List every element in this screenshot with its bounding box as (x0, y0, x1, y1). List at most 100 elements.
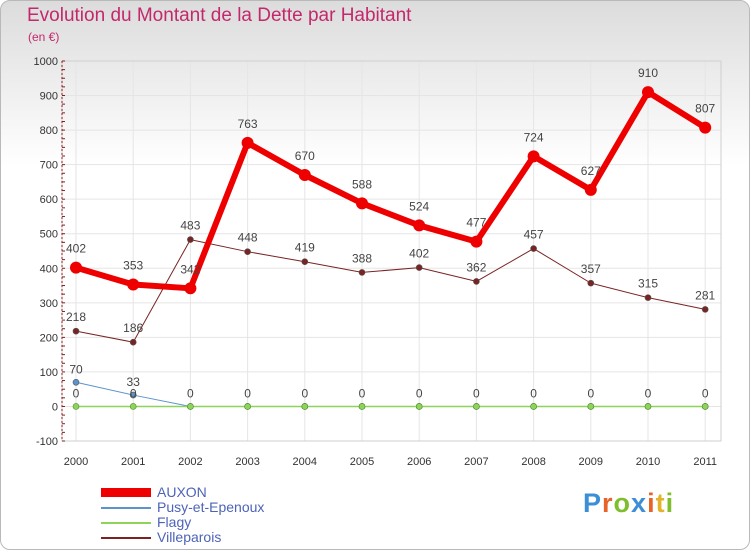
series-point-villeparois-2010 (644, 294, 652, 301)
data-label-flagy-2011: 0 (702, 386, 709, 400)
x-tick-label-2011: 2011 (693, 456, 717, 468)
series-point-auxon-2011 (699, 121, 712, 134)
data-label-flagy-2004: 0 (301, 386, 308, 400)
data-label-villeparois-2008: 457 (524, 228, 544, 242)
logo-letter: o (613, 488, 632, 518)
y-tick-label-200: 200 (40, 332, 58, 344)
y-tick-label-500: 500 (40, 229, 58, 241)
series-point-pusy-et-epenoux-2001 (129, 391, 137, 399)
series-point-flagy-2008 (530, 403, 537, 410)
logo-letter: r (602, 488, 614, 518)
series-point-villeparois-2009 (587, 279, 595, 287)
plot-border (61, 60, 722, 442)
y-tick-label-100: 100 (40, 367, 58, 379)
data-label-auxon-2005: 588 (352, 177, 372, 191)
data-label-villeparois-2004: 419 (295, 241, 315, 255)
data-label-villeparois-2011: 281 (695, 288, 715, 302)
data-label-auxon-2002: 342 (180, 262, 200, 276)
x-tick-label-2009: 2009 (579, 456, 603, 468)
data-label-villeparois-2005: 388 (352, 251, 372, 265)
data-label-pusy-et-epenoux-2000: 70 (69, 362, 83, 376)
proxiti-logo: Proxiti (583, 488, 674, 519)
data-label-flagy-2001: 0 (130, 386, 137, 400)
x-tick-label-2001: 2001 (121, 456, 145, 468)
chart-subtitle: (en €) (28, 30, 60, 44)
data-label-flagy-2002: 0 (187, 386, 194, 400)
legend-label-villeparois: Villeparois (157, 529, 222, 545)
data-label-auxon-2010: 910 (638, 66, 658, 80)
logo-letter: t (655, 488, 666, 518)
data-label-auxon-2004: 670 (295, 149, 315, 163)
data-label-flagy-2007: 0 (473, 386, 480, 400)
series-point-auxon-2010 (642, 86, 654, 99)
data-label-villeparois-2006: 402 (409, 247, 429, 261)
series-point-auxon-2002 (184, 282, 197, 295)
series-point-villeparois-2000 (72, 327, 80, 335)
series-point-villeparois-2002 (187, 236, 194, 243)
data-label-auxon-2009: 627 (581, 164, 601, 178)
x-tick-label-2003: 2003 (235, 456, 259, 468)
data-label-auxon-2000: 402 (66, 242, 86, 256)
data-label-villeparois-2007: 362 (466, 260, 486, 274)
data-label-flagy-2003: 0 (244, 386, 251, 400)
data-label-villeparois-2009: 357 (581, 262, 601, 276)
series-point-villeparois-2006 (415, 264, 423, 271)
x-tick-label-2007: 2007 (464, 456, 488, 468)
data-label-flagy-2005: 0 (359, 386, 366, 400)
y-tick-label-900: 900 (40, 91, 58, 103)
series-point-villeparois-2005 (358, 269, 366, 276)
logo-letter: P (583, 488, 603, 518)
series-point-auxon-2007 (470, 235, 483, 248)
data-label-flagy-2006: 0 (416, 386, 423, 400)
data-label-villeparois-2002: 483 (180, 219, 200, 233)
series-line-auxon (73, 89, 709, 292)
series-point-auxon-2009 (584, 183, 597, 196)
y-tick-label-0: 0 (52, 401, 58, 413)
data-label-auxon-2011: 807 (695, 102, 715, 116)
legend-label-pusy: Pusy-et-Epenoux (157, 499, 265, 515)
data-label-villeparois-2000: 218 (66, 310, 86, 324)
x-tick-label-2005: 2005 (350, 456, 374, 468)
data-label-villeparois-2003: 448 (238, 231, 258, 245)
data-label-auxon-2007: 477 (466, 216, 486, 230)
series-point-auxon-2000 (70, 261, 82, 274)
legend-swatch-pusy (101, 507, 151, 509)
series-point-flagy-2010 (644, 403, 652, 410)
data-label-flagy-2010: 0 (645, 386, 652, 400)
series-point-villeparois-2007 (473, 278, 480, 285)
x-tick-label-2006: 2006 (407, 456, 431, 468)
x-tick-label-2008: 2008 (521, 456, 545, 468)
series-point-auxon-2008 (527, 150, 540, 163)
series-point-flagy-2001 (129, 403, 137, 410)
y-tick-label-800: 800 (40, 125, 58, 137)
data-label-auxon-2006: 524 (409, 199, 429, 213)
series-point-villeparois-2004 (301, 258, 309, 266)
x-tick-label-2002: 2002 (178, 456, 202, 468)
series-point-villeparois-2011 (701, 306, 709, 313)
logo-letter: x (631, 488, 648, 518)
data-label-pusy-et-epenoux-2001: 33 (127, 375, 141, 389)
series-point-villeparois-2008 (530, 245, 537, 252)
series-point-flagy-2003 (244, 403, 251, 410)
series-point-flagy-2007 (473, 403, 480, 410)
x-tick-label-2010: 2010 (636, 456, 660, 468)
chart-title: Evolution du Montant de la Dette par Hab… (27, 5, 412, 26)
legend-label-flagy: Flagy (157, 514, 192, 530)
legend-swatch-flagy (101, 522, 151, 524)
y-tick-label-700: 700 (40, 160, 58, 172)
series-point-flagy-2000 (72, 403, 80, 410)
data-label-auxon-2001: 353 (123, 259, 143, 273)
x-tick-label-2000: 2000 (64, 456, 88, 468)
series-point-auxon-2003 (241, 136, 254, 149)
legend-swatch-villeparois (101, 537, 151, 539)
y-tick-label-1000: 1000 (34, 56, 58, 68)
series-point-villeparois-2003 (244, 248, 251, 255)
series-point-auxon-2001 (127, 278, 140, 291)
series-line-villeparois (75, 239, 706, 343)
series-point-flagy-2005 (358, 403, 366, 410)
data-label-flagy-2000: 0 (73, 386, 80, 400)
series-point-auxon-2006 (413, 219, 426, 232)
legend-swatch-auxon (101, 488, 151, 497)
